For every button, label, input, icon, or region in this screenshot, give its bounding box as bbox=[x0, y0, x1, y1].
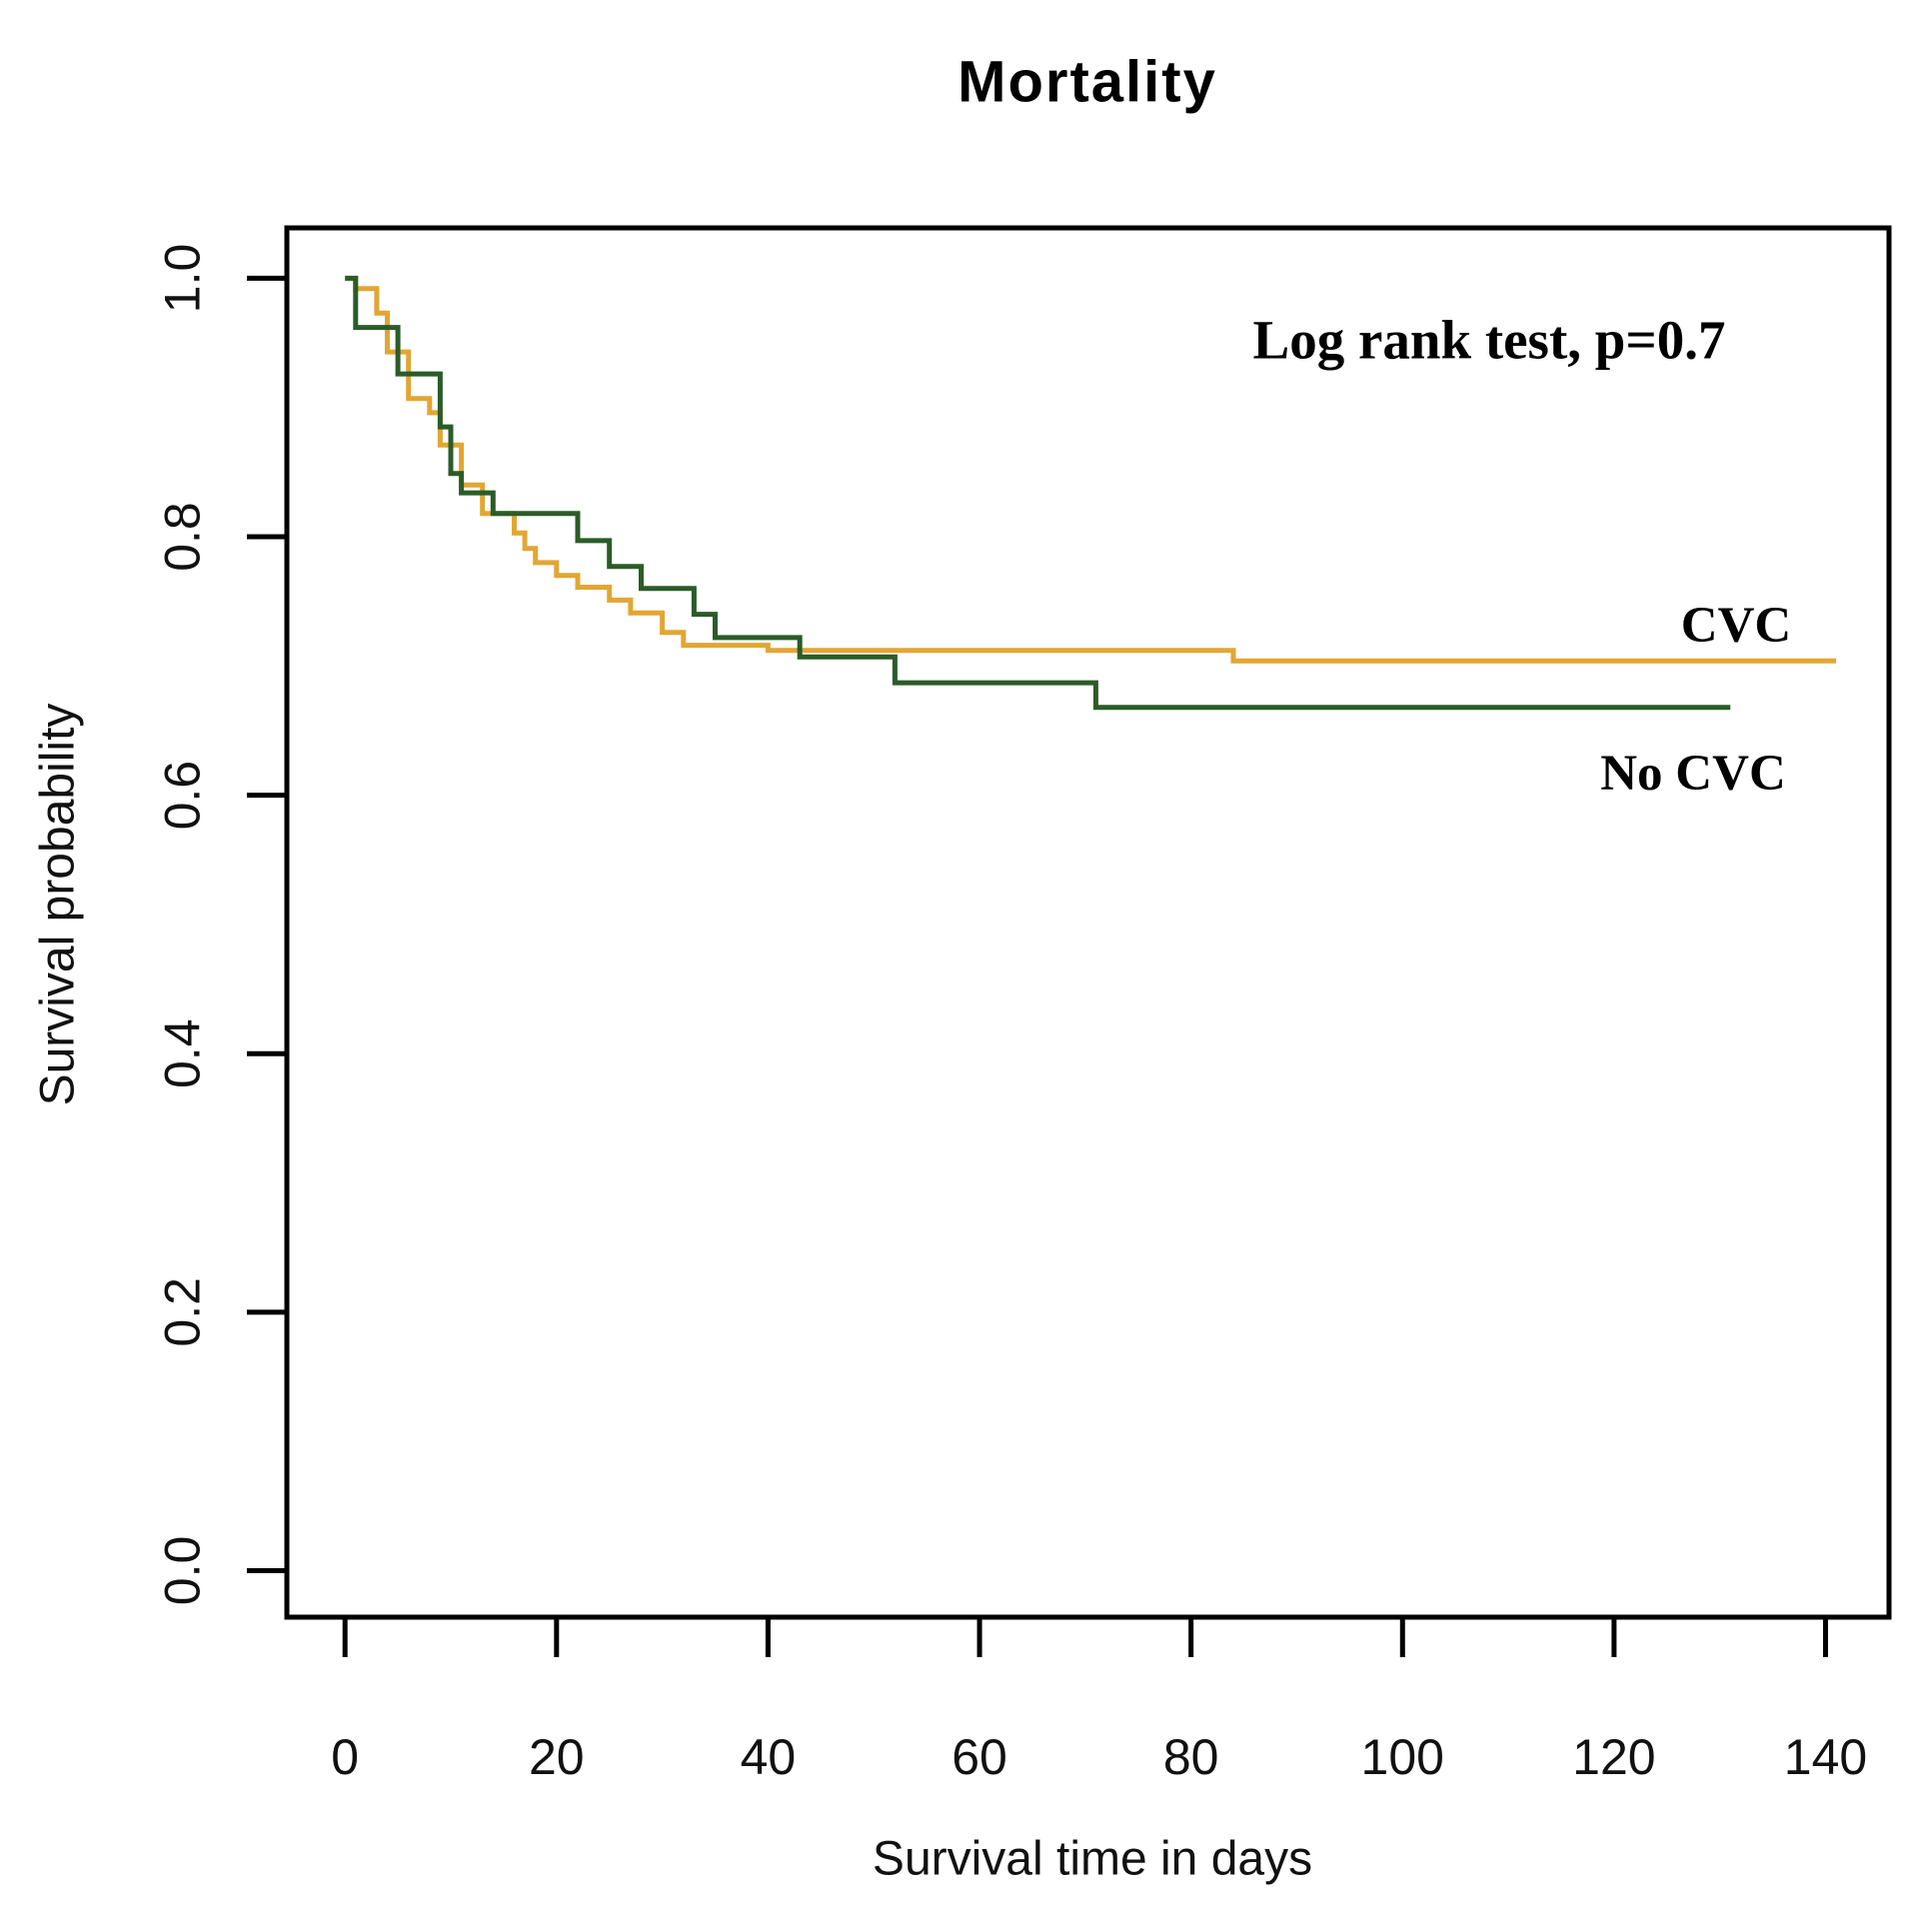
x-tick-label: 60 bbox=[952, 1729, 1007, 1785]
x-tick-label: 0 bbox=[331, 1729, 359, 1785]
y-tick-label: 0.2 bbox=[155, 1277, 211, 1347]
plot-border-box bbox=[284, 225, 1892, 1620]
log-rank-annotation: Log rank test, p=0.7 bbox=[1252, 309, 1726, 371]
x-tick-label: 120 bbox=[1572, 1729, 1655, 1785]
y-tick-label: 0.6 bbox=[155, 761, 211, 831]
x-tick-label: 20 bbox=[529, 1729, 585, 1785]
x-tick-label: 140 bbox=[1784, 1729, 1867, 1785]
chart-title: Mortality bbox=[957, 49, 1217, 115]
survival-curves bbox=[345, 275, 1837, 711]
y-tick-label: 0.4 bbox=[155, 1018, 211, 1088]
x-tick-label: 40 bbox=[741, 1729, 797, 1785]
x-axis-title: Survival time in days bbox=[872, 1832, 1313, 1886]
series-label-cvc: CVC bbox=[1680, 598, 1792, 654]
y-tick-label: 0.8 bbox=[155, 502, 211, 572]
no-cvc-curve bbox=[345, 275, 1731, 711]
y-tick-label: 1.0 bbox=[155, 244, 211, 314]
x-tick-label: 100 bbox=[1361, 1729, 1444, 1785]
x-tick-label: 80 bbox=[1163, 1729, 1219, 1785]
axis-ticks: 0 20 40 60 80 100 120 140 0.0 0.2 0.4 0.6 0.8 1.0 bbox=[155, 244, 1868, 1785]
series-label-no-cvc: No CVC bbox=[1600, 746, 1786, 802]
y-axis-title: Survival probability bbox=[31, 703, 85, 1106]
y-tick-label: 0.0 bbox=[155, 1536, 211, 1606]
